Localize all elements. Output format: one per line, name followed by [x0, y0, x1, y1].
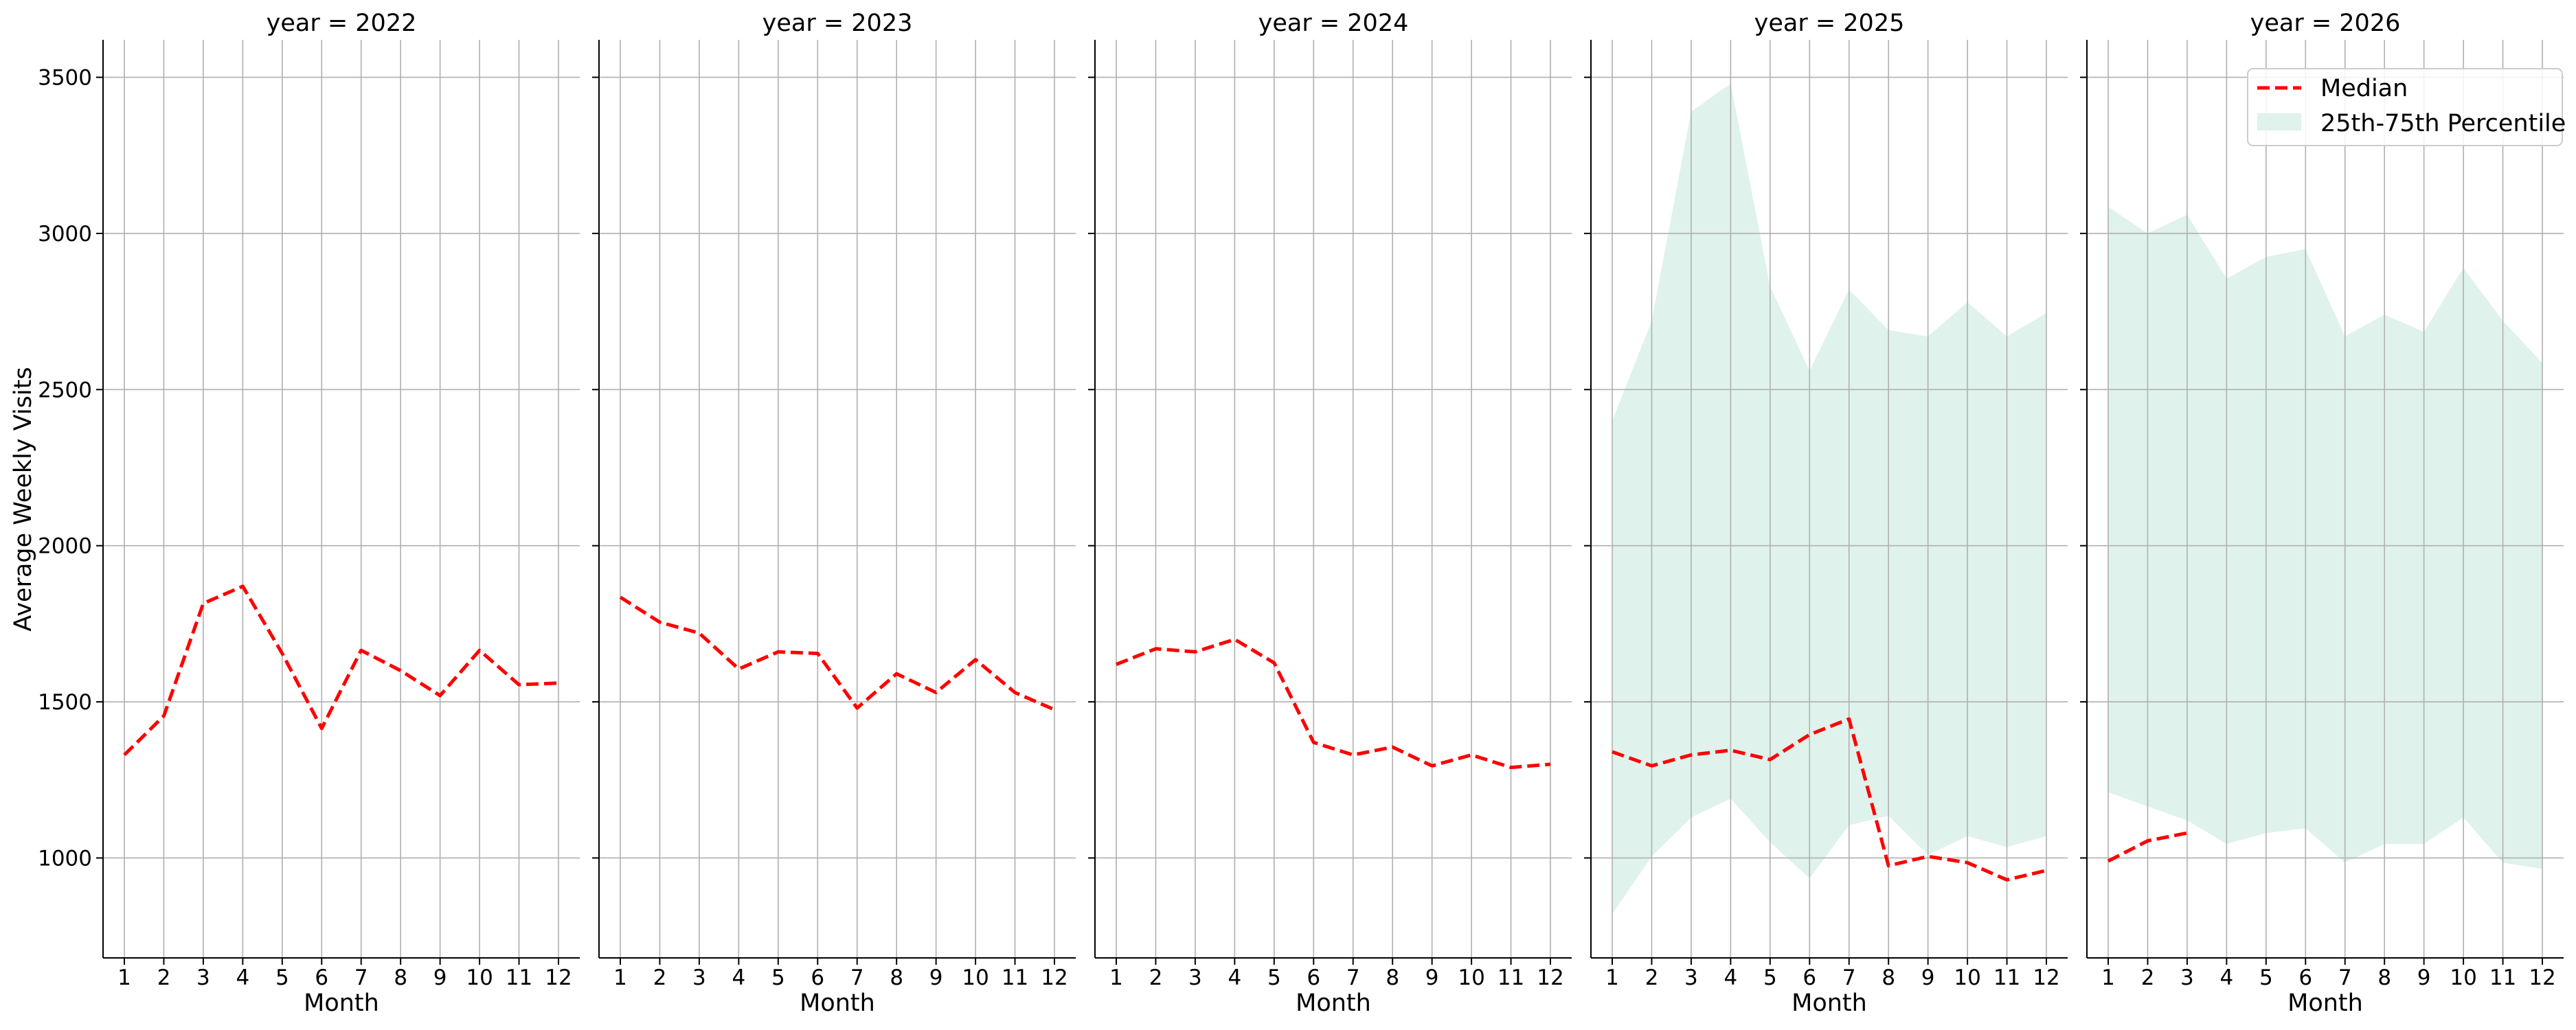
x-tick-label: 7	[850, 965, 864, 990]
x-tick-label: 1	[1109, 965, 1123, 990]
panel-title: year = 2023	[762, 10, 913, 37]
legend: Median 25th-75th Percentile	[2247, 68, 2566, 146]
median-line	[2107, 831, 2188, 863]
percentile-band	[1612, 83, 2046, 915]
legend-band-swatch	[2257, 113, 2301, 130]
x-tick-label: 3	[1188, 965, 1202, 990]
x-tick-label: 11	[1498, 965, 1524, 990]
x-axis-label: Month	[1792, 989, 1867, 1017]
x-tick-label: 3	[692, 965, 706, 990]
x-tick-label: 7	[354, 965, 368, 990]
x-tick-label: 12	[2033, 965, 2059, 990]
x-tick-label: 4	[1228, 965, 1241, 990]
x-tick-label: 3	[2180, 965, 2194, 990]
x-tick-label: 8	[394, 965, 407, 990]
x-tick-label: 10	[466, 965, 493, 990]
panel-title: year = 2022	[267, 10, 417, 37]
x-tick-label: 4	[1724, 965, 1737, 990]
y-tick-label: 3500	[38, 66, 92, 91]
x-tick-label: 4	[732, 965, 745, 990]
x-tick-label: 5	[771, 965, 785, 990]
x-tick-label: 9	[1921, 965, 1935, 990]
x-tick-label: 4	[2219, 965, 2233, 990]
panel-title: year = 2025	[1754, 10, 1905, 37]
x-axis-label: Month	[1296, 989, 1371, 1017]
y-tick-label: 3000	[38, 222, 92, 247]
x-tick-label: 5	[275, 965, 289, 990]
percentile-band	[2108, 207, 2542, 869]
x-tick-label: 1	[1605, 965, 1619, 990]
median-line	[619, 595, 1055, 711]
x-tick-label: 2	[653, 965, 667, 990]
y-tick-label: 2500	[38, 378, 92, 402]
x-tick-label: 2	[157, 965, 171, 990]
x-tick-label: 2	[2141, 965, 2155, 990]
x-tick-label: 11	[2489, 965, 2516, 990]
x-tick-label: 6	[811, 965, 824, 990]
x-axis-label: Month	[2287, 989, 2363, 1017]
x-tick-label: 9	[929, 965, 943, 990]
x-axis-label: Month	[800, 989, 875, 1017]
y-axis-label: Average Weekly Visits	[10, 367, 37, 631]
median-line	[1116, 637, 1551, 770]
x-tick-label: 12	[2529, 965, 2555, 990]
x-tick-label: 10	[962, 965, 988, 990]
x-tick-label: 9	[2417, 965, 2431, 990]
x-tick-label: 7	[2338, 965, 2352, 990]
x-tick-label: 10	[2450, 965, 2476, 990]
x-tick-label: 5	[1267, 965, 1281, 990]
x-tick-label: 11	[1002, 965, 1028, 990]
x-tick-label: 8	[1882, 965, 1895, 990]
x-tick-label: 9	[433, 965, 447, 990]
median-line	[123, 584, 559, 757]
x-tick-label: 4	[236, 965, 249, 990]
median-line	[1612, 717, 2047, 882]
x-tick-label: 2	[1645, 965, 1659, 990]
x-tick-label: 11	[1993, 965, 2020, 990]
x-tick-label: 10	[1954, 965, 1980, 990]
x-tick-label: 6	[315, 965, 328, 990]
x-tick-label: 3	[1684, 965, 1698, 990]
x-tick-label: 1	[613, 965, 627, 990]
legend-frame	[2247, 68, 2563, 146]
x-tick-label: 2	[1149, 965, 1163, 990]
x-tick-label: 5	[1763, 965, 1777, 990]
x-tick-label: 1	[2101, 965, 2115, 990]
x-tick-label: 6	[2298, 965, 2312, 990]
legend-median-label: Median	[2320, 75, 2408, 102]
x-tick-label: 7	[1346, 965, 1360, 990]
x-tick-label: 3	[196, 965, 210, 990]
x-tick-label: 8	[890, 965, 903, 990]
x-tick-label: 11	[506, 965, 532, 990]
y-tick-label: 2000	[38, 534, 92, 559]
x-tick-label: 8	[2377, 965, 2391, 990]
panel-title: year = 2026	[2250, 10, 2401, 37]
legend-band-label: 25th-75th Percentile	[2320, 110, 2566, 137]
x-tick-label: 12	[545, 965, 572, 990]
x-tick-label: 8	[1386, 965, 1399, 990]
x-tick-label: 7	[1842, 965, 1856, 990]
x-axis-label: Month	[304, 989, 379, 1017]
x-tick-label: 1	[117, 965, 131, 990]
x-tick-label: 10	[1458, 965, 1484, 990]
x-tick-label: 6	[1307, 965, 1320, 990]
x-tick-label: 9	[1425, 965, 1439, 990]
x-tick-label: 12	[1041, 965, 1067, 990]
x-tick-label: 6	[1803, 965, 1816, 990]
y-tick-label: 1500	[38, 690, 92, 715]
panel-title: year = 2024	[1258, 10, 1409, 37]
y-tick-label: 1000	[38, 846, 92, 871]
x-tick-label: 5	[2259, 965, 2273, 990]
x-tick-label: 12	[1537, 965, 1563, 990]
